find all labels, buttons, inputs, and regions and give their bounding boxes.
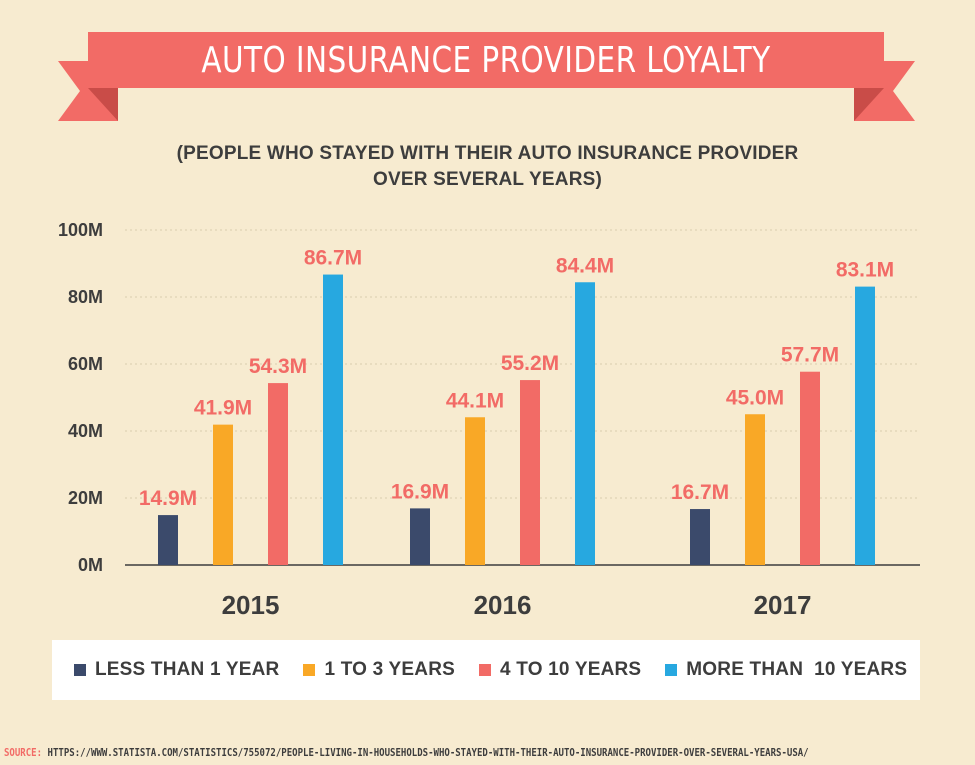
legend-label: MORE THAN 10 YEARS: [686, 659, 908, 680]
x-axis-categories: 2015 2016 2017: [222, 590, 812, 620]
bar: [465, 417, 485, 565]
y-tick-label: 60M: [68, 354, 103, 374]
banner-ribbon: [58, 32, 915, 121]
y-tick-label: 100M: [58, 220, 103, 240]
banner-left-fold: [88, 88, 118, 121]
data-labels: 14.9M 41.9M 54.3M 86.7M 16.9M 44.1M 55.2M 84.4M…: [139, 247, 894, 511]
data-label: 41.9M: [194, 397, 252, 420]
source-label: SOURCE:: [4, 747, 43, 759]
legend-label: 1 TO 3 YEARS: [324, 659, 455, 680]
data-label: 14.9M: [139, 487, 197, 510]
data-label: 57.7M: [781, 344, 839, 367]
y-tick-label: 40M: [68, 421, 103, 441]
y-axis-ticks: 0M 20M 40M 60M 80M 100M: [58, 220, 103, 575]
legend-label: LESS THAN 1 YEAR: [95, 659, 280, 680]
bar: [213, 424, 233, 565]
x-category-label: 2017: [754, 590, 812, 620]
data-label: 16.9M: [391, 480, 449, 503]
source-url[interactable]: HTTPS://WWW.STATISTA.COM/STATISTICS/7550…: [47, 747, 809, 759]
bar: [855, 286, 875, 565]
data-label: 86.7M: [304, 247, 362, 270]
legend-item: 1 TO 3 YEARS: [303, 659, 455, 681]
subtitle-line-1: (PEOPLE WHO STAYED WITH THEIR AUTO INSUR…: [176, 143, 799, 164]
bar: [745, 414, 765, 565]
bar: [410, 508, 430, 565]
page-title: AUTO INSURANCE PROVIDER LOYALTY: [201, 39, 771, 81]
bar: [690, 509, 710, 565]
y-tick-label: 80M: [68, 287, 103, 307]
x-category-label: 2016: [474, 590, 532, 620]
legend-item: MORE THAN 10 YEARS: [665, 659, 907, 681]
legend-item: 4 TO 10 YEARS: [478, 659, 642, 681]
data-label: 84.4M: [556, 254, 614, 277]
data-label: 55.2M: [501, 352, 559, 375]
title-banner: AUTO INSURANCE PROVIDER LOYALTY: [0, 0, 975, 130]
data-label: 45.0M: [726, 386, 784, 409]
legend-label: 4 TO 10 YEARS: [499, 659, 642, 680]
subtitle-line-2: OVER SEVERAL YEARS): [372, 169, 603, 190]
bar: [268, 383, 288, 565]
data-label: 44.1M: [446, 389, 504, 412]
bar: [323, 274, 343, 565]
chart-legend: LESS THAN 1 YEAR 1 TO 3 YEARS 4 TO 10 YEAR…: [52, 640, 920, 700]
legend-swatch: [74, 664, 86, 676]
chart-subtitle: (PEOPLE WHO STAYED WITH THEIR AUTO INSUR…: [100, 141, 875, 193]
legend-item: LESS THAN 1 YEAR: [74, 659, 279, 681]
banner-right-fold: [854, 88, 884, 121]
data-label: 83.1M: [836, 259, 894, 282]
legend-swatch: [665, 664, 678, 676]
data-label: 16.7M: [671, 481, 729, 504]
bar: [520, 380, 540, 565]
y-tick-label: 0M: [78, 555, 103, 575]
bar: [800, 371, 820, 565]
legend-swatch: [303, 664, 316, 676]
bar: [158, 515, 178, 565]
y-tick-label: 20M: [68, 488, 103, 508]
bars: [158, 274, 875, 565]
bar: [575, 282, 595, 565]
data-label: 54.3M: [249, 355, 307, 378]
legend-swatch: [478, 664, 491, 676]
source-citation: SOURCE: HTTPS://WWW.STATISTA.COM/STATIST…: [4, 747, 809, 759]
banner-main: [88, 32, 884, 88]
x-category-label: 2015: [222, 590, 280, 620]
